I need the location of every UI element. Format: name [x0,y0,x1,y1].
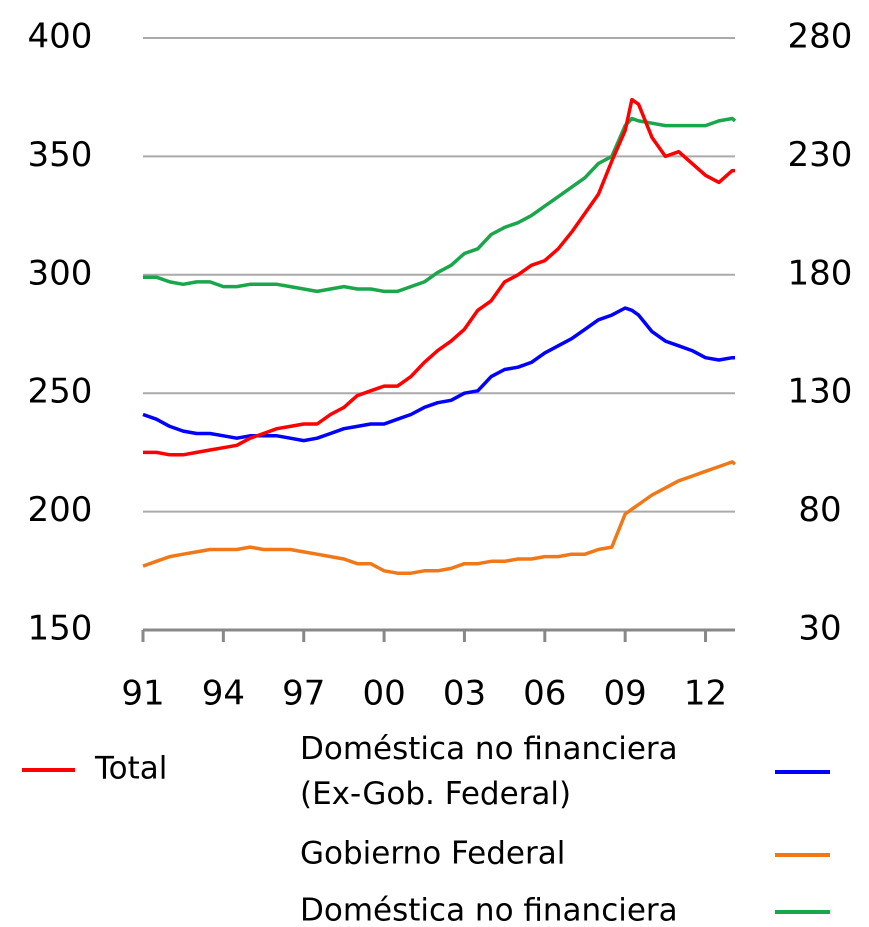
legend-label: Doméstica no financiera (Ex-Gob. Federal) [300,731,678,812]
y2-tick-label: 280 [788,17,853,57]
legend-label: Gobierno Federal [300,836,565,872]
y2-tick-label: 230 [788,135,853,175]
legend-label: Doméstica no financiera [300,893,678,927]
x-tick-label: 09 [604,674,647,714]
x-tick-label: 00 [362,674,405,714]
y-tick-label: 300 [28,253,93,293]
x-tick-label: 12 [684,674,727,714]
y2-tick-label: 130 [788,372,853,412]
y2-tick-label: 180 [788,253,853,293]
y-tick-label: 250 [28,372,93,412]
series-line [142,460,737,575]
series-line [143,116,737,294]
x-tick-label: 03 [443,674,486,714]
y2-tick-label: 30 [798,609,841,649]
x-tick-label: 06 [523,674,566,714]
x-tick-label: 94 [202,674,245,714]
y2-tick-label: 80 [798,490,841,530]
series-line [143,97,735,457]
y-tick-label: 350 [28,135,93,175]
series-line [142,306,735,443]
y-tick-label: 200 [28,490,93,530]
x-tick-label: 91 [121,674,164,714]
x-tick-label: 97 [282,674,325,714]
y-tick-label: 150 [28,609,93,649]
y-tick-label: 400 [28,17,93,57]
legend-label: Total [94,751,167,787]
